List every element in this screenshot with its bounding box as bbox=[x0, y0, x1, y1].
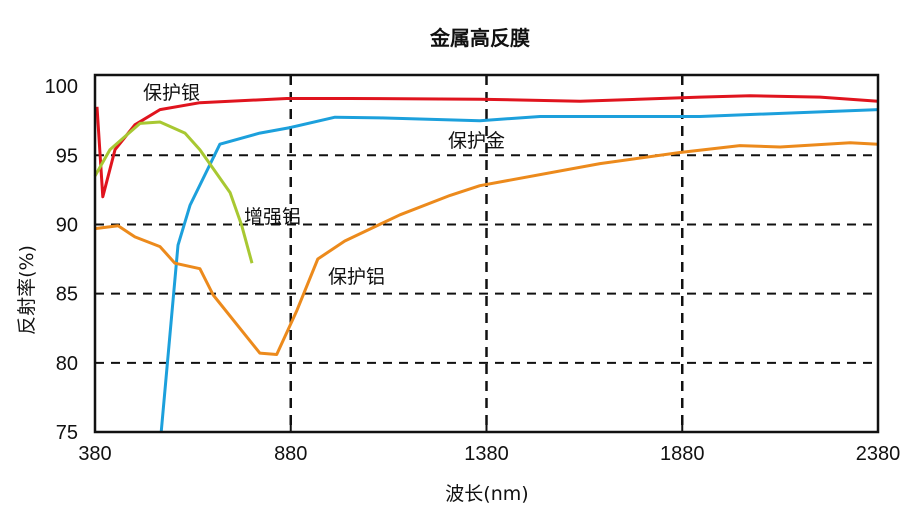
y-tick-label: 75 bbox=[56, 422, 78, 444]
x-axis-label: 波长(nm) bbox=[445, 483, 528, 505]
series-line-0 bbox=[95, 94, 879, 199]
series-label-silver: 保护银 bbox=[143, 82, 200, 104]
series-label-gold: 保护金 bbox=[448, 130, 505, 152]
y-axis-label: 反射率(%) bbox=[16, 245, 38, 335]
y-tick-label: 90 bbox=[56, 214, 78, 236]
series-line-2 bbox=[93, 120, 254, 264]
grid bbox=[95, 75, 878, 432]
series-line-1 bbox=[159, 108, 879, 433]
series-label-enhanced-al: 增强铝 bbox=[244, 206, 301, 228]
series-line-3 bbox=[94, 141, 879, 356]
x-tick-label: 880 bbox=[274, 443, 307, 465]
x-tick-label: 2380 bbox=[856, 443, 901, 465]
x-axis-ticks: 380 880 1380 1880 2380 bbox=[78, 422, 900, 465]
series-lines bbox=[93, 94, 879, 433]
series-label-protected-al: 保护铝 bbox=[328, 266, 385, 288]
y-tick-label: 100 bbox=[45, 76, 78, 98]
y-axis-ticks: 100 95 90 85 80 75 bbox=[45, 76, 78, 444]
chart-title: 金属高反膜 bbox=[429, 26, 530, 50]
x-tick-label: 1880 bbox=[660, 443, 705, 465]
x-tick-label: 380 bbox=[78, 443, 111, 465]
y-tick-label: 95 bbox=[56, 145, 78, 167]
y-tick-label: 80 bbox=[56, 353, 78, 375]
x-tick-label: 1380 bbox=[464, 443, 509, 465]
y-tick-label: 85 bbox=[56, 284, 78, 306]
